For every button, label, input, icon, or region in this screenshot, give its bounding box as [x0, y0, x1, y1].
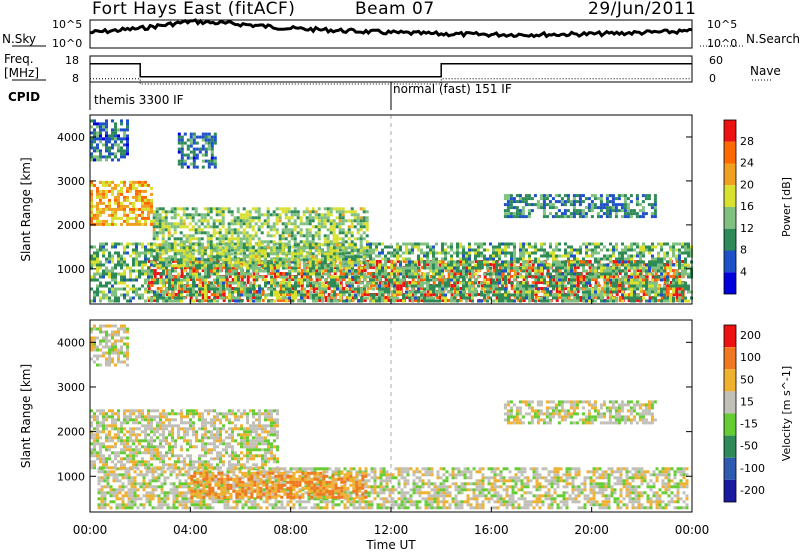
power-region-3: [90, 180, 153, 226]
power-cbar-swatch-6: [724, 250, 736, 273]
power-ytick-label-2: 2000: [57, 219, 85, 232]
velocity-ytick-label-3: 1000: [57, 470, 85, 483]
power-cbar-tick-2: 20: [740, 178, 754, 191]
nsearch-label: N.Search: [746, 32, 800, 46]
velocity-cbar-tick-2: 50: [740, 373, 754, 386]
velocity-cbar-tick-5: -50: [740, 440, 758, 453]
power-ytick-label-1: 3000: [57, 175, 85, 188]
velocity-cbar-tick-4: -15: [740, 418, 758, 431]
velocity-region-2: [90, 409, 279, 470]
velocity-ylabel: Slant Range [km]: [19, 364, 33, 468]
freq-tick-top-left: 18: [65, 54, 79, 67]
velocity-cbar-tick-6: -100: [740, 462, 765, 475]
power-cbar-frame: [723, 119, 737, 295]
velocity-cbar-frame: [723, 324, 737, 503]
velocity-cbar-swatch-1: [724, 347, 736, 370]
velocity-cbar-swatch-5: [724, 435, 736, 458]
xtick-label-4: 16:00: [474, 523, 509, 537]
sky-tick-bottom-right: 10^0: [707, 37, 738, 50]
power-cbar-swatch-4: [724, 207, 736, 229]
sky-tick-top-left: 10^5: [52, 18, 83, 31]
xtick-label-1: 04:00: [173, 523, 208, 537]
freq-frame: [89, 55, 693, 83]
power-cbar-swatch-7: [724, 272, 736, 294]
station-title: Fort Hays East (fitACF): [92, 0, 296, 19]
freq-tick-bottom-right: 0: [709, 72, 716, 85]
velocity-ytick-label-0: 4000: [57, 336, 85, 349]
xtick-label-6: 00:00: [675, 523, 710, 537]
power-region-5: [177, 132, 217, 169]
freq-label: Freq.: [4, 52, 34, 66]
velocity-cbar-tick-0: 200: [740, 329, 761, 342]
power-cbar-swatch-5: [724, 228, 736, 251]
freq-tick-bottom-left: 8: [72, 72, 79, 85]
sky-tick-bottom-left: 10^0: [52, 37, 83, 50]
power-cbar-tick-0: 28: [740, 135, 754, 148]
power-region-6: [503, 194, 657, 219]
power-ylabel: Slant Range [km]: [19, 157, 33, 261]
velocity-cbar-swatch-0: [724, 325, 736, 348]
velocity-ytick-label-1: 3000: [57, 381, 85, 394]
velocity-region-1: [190, 471, 368, 499]
velocity-cbar-tick-1: 100: [740, 351, 761, 364]
freq-tick-top-right: 60: [709, 54, 723, 67]
nsky-label: N.Sky: [2, 32, 37, 46]
power-cbar-tick-6: 4: [740, 265, 747, 278]
velocity-cbar-label: Velocity [m s^-1]: [780, 366, 793, 461]
cpid-segment-2: normal (fast) 151 IF: [393, 82, 512, 96]
power-cbar-label: Power [dB]: [780, 177, 793, 237]
power-ytick-label-0: 4000: [57, 131, 85, 144]
xtick-label-2: 08:00: [273, 523, 308, 537]
power-ytick-label-3: 1000: [57, 263, 85, 276]
xaxis-label: Time UT: [365, 538, 416, 552]
velocity-cbar-swatch-6: [724, 457, 736, 480]
cpid-label: CPID: [8, 90, 41, 104]
power-cbar-tick-5: 8: [740, 244, 747, 257]
power-cbar-swatch-1: [724, 141, 736, 164]
velocity-cbar-tick-7: -200: [740, 484, 765, 497]
power-region-4: [90, 119, 129, 162]
velocity-cbar-swatch-2: [724, 369, 736, 392]
velocity-cbar-swatch-4: [724, 413, 736, 436]
power-cbar-swatch-0: [724, 120, 736, 142]
nsky-line: [90, 18, 693, 39]
xtick-label-3: 12:00: [374, 523, 409, 537]
xtick-label-5: 20:00: [574, 523, 609, 537]
sky-tick-top-right: 10^5: [707, 18, 738, 31]
power-region-2: [152, 207, 369, 268]
velocity-cbar-swatch-3: [724, 391, 736, 414]
velocity-ytick-label-2: 2000: [57, 426, 85, 439]
cpid-segment-1: themis 3300 IF: [94, 93, 184, 107]
beam-title: Beam 07: [355, 0, 435, 19]
power-cbar-tick-3: 16: [740, 200, 754, 213]
velocity-cbar-tick-3: 15: [740, 395, 754, 408]
mhz-label: [MHz]: [4, 66, 40, 80]
power-cbar-swatch-2: [724, 163, 736, 186]
power-cbar-swatch-3: [724, 185, 736, 207]
velocity-region-3: [503, 400, 657, 425]
date-title: 29/Jun/2011: [588, 0, 697, 19]
power-cbar-tick-1: 24: [740, 157, 754, 170]
velocity-region-4: [90, 324, 129, 367]
power-cbar-tick-4: 12: [740, 222, 754, 235]
freq-line: [90, 63, 692, 78]
velocity-cbar-swatch-7: [724, 479, 736, 502]
xtick-label-0: 00:00: [73, 523, 108, 537]
nave-label: Nave: [750, 64, 781, 78]
